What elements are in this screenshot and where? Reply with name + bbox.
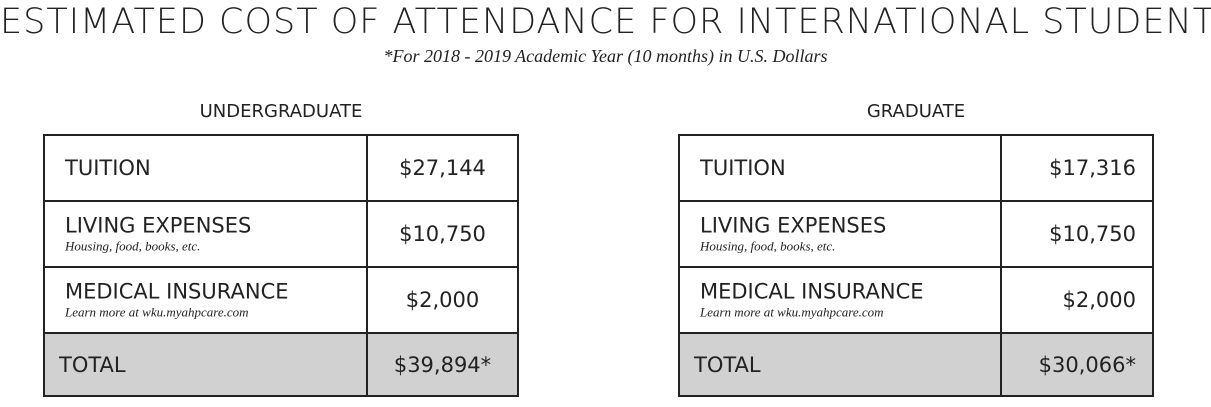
row-label: MEDICAL INSURANCE Learn more at wku.myahp… bbox=[65, 280, 289, 321]
label-note: Housing, food, books, etc. bbox=[65, 238, 201, 254]
cost-row: MEDICAL INSURANCE Learn more at wku.myahp… bbox=[45, 266, 517, 332]
amount: $17,316 bbox=[1000, 136, 1152, 200]
label-text: LIVING EXPENSES bbox=[700, 213, 887, 238]
label-text: TOTAL bbox=[59, 352, 126, 377]
label-text: TOTAL bbox=[694, 352, 761, 377]
label-text: MEDICAL INSURANCE bbox=[700, 279, 924, 304]
amount: $39,894* bbox=[366, 334, 517, 395]
cost-row: MEDICAL INSURANCE Learn more at wku.myahp… bbox=[680, 266, 1152, 332]
subtitle: *For 2018 - 2019 Academic Year (10 month… bbox=[383, 46, 828, 66]
row-label: TUITION bbox=[700, 156, 786, 180]
row-label: TOTAL bbox=[694, 353, 761, 377]
cost-row: LIVING EXPENSES Housing, food, books, etc… bbox=[45, 200, 517, 266]
total-row: TOTAL $39,894* bbox=[45, 332, 517, 395]
amount: $27,144 bbox=[366, 136, 517, 200]
amount: $10,750 bbox=[1000, 202, 1152, 266]
title: ESTIMATED COST OF ATTENDANCE FOR INTERNA… bbox=[0, 2, 1211, 42]
cost-row: TUITION $27,144 bbox=[45, 136, 517, 200]
amount: $2,000 bbox=[366, 268, 517, 332]
label-text: LIVING EXPENSES bbox=[65, 213, 252, 238]
cost-row: TUITION $17,316 bbox=[680, 136, 1152, 200]
amount: $2,000 bbox=[1000, 268, 1152, 332]
cost-table: TUITION $27,144 LIVING EXPENSES Housing, fo… bbox=[43, 134, 519, 397]
row-label: LIVING EXPENSES Housing, food, books, etc… bbox=[65, 214, 251, 255]
label-text: TUITION bbox=[700, 156, 786, 180]
table-heading: UNDERGRADUATE bbox=[199, 101, 363, 122]
cost-row: LIVING EXPENSES Housing, food, books, etc… bbox=[680, 200, 1152, 266]
label-note: Learn more at wku.myahpcare.com bbox=[700, 304, 884, 320]
label-note: Housing, food, books, etc. bbox=[700, 238, 836, 254]
label-text: MEDICAL INSURANCE bbox=[65, 279, 289, 304]
row-label: TUITION bbox=[65, 156, 151, 180]
row-label: TOTAL bbox=[59, 353, 126, 377]
label-note: Learn more at wku.myahpcare.com bbox=[65, 304, 249, 320]
row-label: LIVING EXPENSES Housing, food, books, etc… bbox=[700, 214, 886, 255]
amount: $30,066* bbox=[1000, 334, 1152, 395]
row-label: MEDICAL INSURANCE Learn more at wku.myahp… bbox=[700, 280, 924, 321]
total-row: TOTAL $30,066* bbox=[680, 332, 1152, 395]
amount: $10,750 bbox=[366, 202, 517, 266]
cost-table: TUITION $17,316 LIVING EXPENSES Housing, fo… bbox=[678, 134, 1154, 397]
table-heading: GRADUATE bbox=[866, 101, 966, 122]
label-text: TUITION bbox=[65, 156, 151, 180]
